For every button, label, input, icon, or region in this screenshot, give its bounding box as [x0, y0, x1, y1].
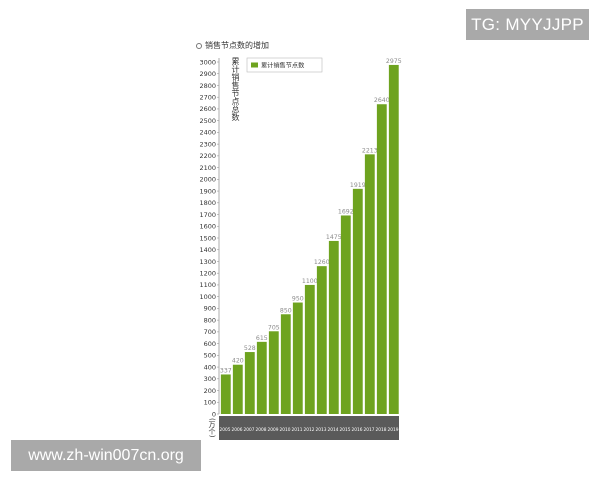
bar [352, 188, 363, 414]
x-tick-label: 2015 [340, 427, 351, 433]
x-tick-label: 2010 [280, 427, 291, 433]
y-tick-label: 1700 [199, 211, 216, 219]
y-axis-label: 累计销售节点总数 [231, 57, 240, 121]
y-tick-label: 2900 [199, 70, 216, 78]
x-tick-label: 2009 [268, 427, 279, 433]
y-tick-label: 1000 [199, 293, 216, 301]
x-tick-label: 2006 [232, 427, 243, 433]
x-tick-label: 2007 [244, 427, 255, 433]
y-tick-label: 300 [204, 375, 216, 383]
y-tick-label: 2600 [199, 105, 216, 113]
y-tick-label: 1400 [199, 246, 216, 254]
bar [304, 284, 315, 414]
bar [292, 302, 303, 414]
legend-box [246, 57, 323, 73]
bar [388, 64, 399, 414]
x-tick-label: 2005 [220, 427, 231, 433]
y-tick-label: 3000 [199, 58, 216, 66]
title-bullet-icon [196, 43, 202, 49]
bar [280, 314, 291, 414]
bar [376, 104, 387, 415]
x-tick-label: 2016 [352, 427, 363, 433]
y-tick-label: 2500 [199, 117, 216, 125]
bar [316, 266, 327, 414]
y-tick-label: 800 [204, 316, 216, 324]
y-tick-label: 2000 [199, 176, 216, 184]
bar-value-label: 420 [232, 358, 244, 365]
y-tick-label: 400 [204, 363, 216, 371]
bar-value-label: 1692 [338, 208, 354, 215]
y-tick-label: 600 [204, 340, 216, 348]
bar-value-label: 615 [256, 335, 268, 342]
bar [220, 374, 231, 414]
bar [232, 364, 243, 414]
watermark-url: www.zh-win007cn.org [11, 440, 201, 471]
x-tick-label: 2013 [316, 427, 327, 433]
bar [256, 341, 267, 414]
y-tick-label: 1900 [199, 187, 216, 195]
bar-value-label: 2975 [386, 58, 402, 65]
bar-value-label: 1260 [314, 259, 330, 266]
y-tick-label: 2100 [199, 164, 216, 172]
legend-label: 累计销售节点数 [261, 62, 305, 70]
bar-value-label: 2640 [374, 97, 390, 104]
chart-title: 销售节点数的增加 [196, 39, 269, 53]
y-tick-label: 500 [204, 352, 216, 360]
y-tick-label: 2400 [199, 129, 216, 137]
bar-value-label: 1100 [302, 278, 318, 285]
bar-value-label: 1475 [326, 234, 342, 241]
x-tick-label: 2012 [304, 427, 315, 433]
chart-title-text: 销售节点数的增加 [205, 41, 269, 50]
x-tick-label: 2019 [388, 427, 399, 433]
x-tick-label: 2011 [292, 427, 303, 433]
y-tick-label: 1200 [199, 270, 216, 278]
x-tick-label: 2018 [376, 427, 387, 433]
bar-value-label: 1919 [350, 182, 366, 189]
legend-swatch [251, 62, 258, 68]
y-tick-label: 2300 [199, 140, 216, 148]
bar-value-label: 950 [292, 296, 304, 303]
watermark-tg: TG: MYYJJPP [466, 9, 589, 40]
y-tick-label: 100 [204, 399, 216, 407]
bar [244, 352, 255, 414]
y-tick-label: 1800 [199, 199, 216, 207]
y-tick-label: 2700 [199, 94, 216, 102]
bar-value-label: 850 [280, 307, 292, 314]
y-tick-label: 2200 [199, 152, 216, 160]
y-tick-label: 0 [212, 410, 216, 418]
bar [364, 154, 375, 414]
bar [268, 331, 279, 414]
bar [340, 215, 351, 414]
x-axis-band [219, 416, 399, 440]
y-tick-label: 900 [204, 305, 216, 313]
bar-value-label: 2213 [362, 147, 378, 154]
bar [328, 240, 339, 414]
y-tick-label: 1600 [199, 223, 216, 231]
y-tick-label: 700 [204, 328, 216, 336]
y-tick-label: 1100 [199, 281, 216, 289]
x-tick-label: 2017 [364, 427, 375, 433]
y-tick-label: 1300 [199, 258, 216, 266]
bar-value-label: 705 [268, 324, 280, 331]
x-tick-label: 2014 [328, 427, 339, 433]
bar-value-label: 337 [220, 367, 232, 374]
y-tick-label: 2800 [199, 82, 216, 90]
y-tick-label: 200 [204, 387, 216, 395]
y-tick-label: 1500 [199, 234, 216, 242]
unit-label: (万个) [208, 418, 216, 438]
bar-value-label: 528 [244, 345, 256, 352]
x-tick-label: 2008 [256, 427, 267, 433]
